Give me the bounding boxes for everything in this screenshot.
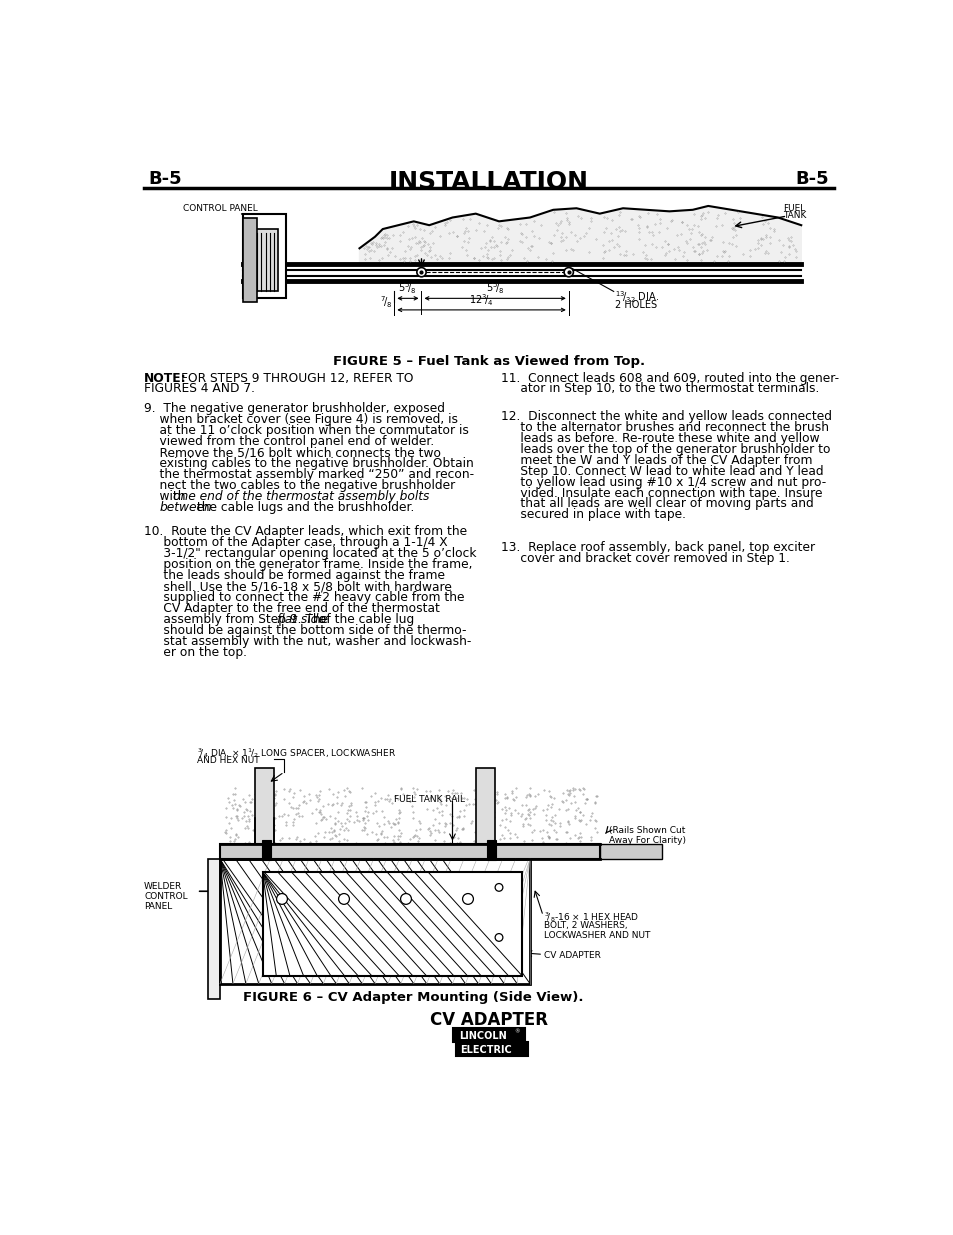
Circle shape bbox=[416, 268, 426, 277]
Bar bbox=[262, 872, 521, 976]
Text: er on the top.: er on the top. bbox=[144, 646, 247, 658]
Text: to the alternator brushes and reconnect the brush: to the alternator brushes and reconnect … bbox=[500, 421, 828, 433]
Text: CV ADAPTER: CV ADAPTER bbox=[430, 1010, 547, 1029]
Text: with: with bbox=[144, 490, 190, 503]
Text: FUEL TANK RAIL: FUEL TANK RAIL bbox=[394, 795, 465, 804]
Text: $^7\!/_8$: $^7\!/_8$ bbox=[380, 294, 393, 310]
Text: B-5: B-5 bbox=[149, 169, 182, 188]
Text: at the 11 o’clock position when the commutator is: at the 11 o’clock position when the comm… bbox=[144, 424, 469, 437]
Bar bbox=[254, 228, 278, 290]
Text: $12^3\!/_4$: $12^3\!/_4$ bbox=[468, 291, 493, 308]
Text: 11.  Connect leads 608 and 609, routed into the gener-: 11. Connect leads 608 and 609, routed in… bbox=[500, 372, 838, 384]
Text: (Rails Shown Cut: (Rails Shown Cut bbox=[608, 826, 684, 835]
Bar bbox=[254, 768, 274, 845]
Text: 10.  Route the CV Adapter leads, which exit from the: 10. Route the CV Adapter leads, which ex… bbox=[144, 526, 467, 538]
Text: between: between bbox=[159, 500, 213, 514]
Bar bbox=[476, 768, 495, 845]
Text: leads as before. Re-route these white and yellow: leads as before. Re-route these white an… bbox=[500, 432, 819, 445]
Bar bbox=[208, 858, 220, 999]
Text: flat side: flat side bbox=[276, 613, 325, 626]
Text: WELDER: WELDER bbox=[144, 882, 182, 890]
Text: existing cables to the negative brushholder. Obtain: existing cables to the negative brushhol… bbox=[144, 457, 474, 471]
Circle shape bbox=[338, 894, 349, 904]
Text: LINCOLN: LINCOLN bbox=[458, 1031, 506, 1041]
Text: secured in place with tape.: secured in place with tape. bbox=[500, 509, 685, 521]
Text: vided. Insulate each connection with tape. Insure: vided. Insulate each connection with tap… bbox=[500, 487, 821, 499]
Text: 2 HOLES: 2 HOLES bbox=[615, 300, 657, 310]
Bar bbox=[486, 841, 496, 861]
Bar bbox=[261, 841, 271, 861]
Text: ator in Step 10, to the two thermostat terminals.: ator in Step 10, to the two thermostat t… bbox=[500, 383, 818, 395]
Text: 13.  Replace roof assembly, back panel, top exciter: 13. Replace roof assembly, back panel, t… bbox=[500, 541, 814, 555]
Circle shape bbox=[495, 934, 502, 941]
Text: PANEL: PANEL bbox=[144, 902, 172, 911]
Text: FOR STEPS 9 THROUGH 12, REFER TO: FOR STEPS 9 THROUGH 12, REFER TO bbox=[181, 372, 414, 384]
Text: Away For Clarity): Away For Clarity) bbox=[608, 836, 685, 845]
Text: viewed from the control panel end of welder.: viewed from the control panel end of wel… bbox=[144, 435, 434, 448]
Bar bbox=[220, 858, 530, 983]
Text: the cable lugs and the brushholder.: the cable lugs and the brushholder. bbox=[193, 500, 414, 514]
Text: stat assembly with the nut, washer and lockwash-: stat assembly with the nut, washer and l… bbox=[144, 635, 471, 648]
Text: 12.  Disconnect the white and yellow leads connected: 12. Disconnect the white and yellow lead… bbox=[500, 410, 831, 424]
Bar bbox=[453, 1029, 524, 1042]
Text: nect the two cables to the negative brushholder: nect the two cables to the negative brus… bbox=[144, 479, 455, 492]
Bar bbox=[243, 217, 257, 303]
Text: ®: ® bbox=[514, 1030, 519, 1035]
Text: when bracket cover (see Figure 4) is removed, is: when bracket cover (see Figure 4) is rem… bbox=[144, 414, 457, 426]
Text: AND HEX NUT: AND HEX NUT bbox=[196, 756, 259, 764]
Text: CONTROL: CONTROL bbox=[144, 892, 188, 902]
Bar bbox=[220, 844, 599, 858]
Text: that all leads are well clear of moving parts and: that all leads are well clear of moving … bbox=[500, 498, 813, 510]
Circle shape bbox=[276, 894, 287, 904]
Circle shape bbox=[563, 268, 573, 277]
Text: the leads should be formed against the frame: the leads should be formed against the f… bbox=[144, 569, 445, 582]
Circle shape bbox=[462, 894, 473, 904]
Text: $^3\!/_8$-16 $\times$ 1 HEX HEAD: $^3\!/_8$-16 $\times$ 1 HEX HEAD bbox=[543, 910, 639, 925]
Text: position on the generator frame. Inside the frame,: position on the generator frame. Inside … bbox=[144, 558, 472, 572]
Text: assembly from Step 9. The: assembly from Step 9. The bbox=[144, 613, 332, 626]
Text: shell. Use the 5/16-18 x 5/8 bolt with hardware: shell. Use the 5/16-18 x 5/8 bolt with h… bbox=[144, 580, 452, 593]
Bar bbox=[243, 214, 286, 299]
Bar bbox=[599, 844, 661, 858]
Polygon shape bbox=[359, 206, 801, 262]
Text: B-5: B-5 bbox=[795, 169, 828, 188]
Text: bottom of the Adapter case, through a 1-1/4 X: bottom of the Adapter case, through a 1-… bbox=[144, 536, 447, 550]
Text: cover and bracket cover removed in Step 1.: cover and bracket cover removed in Step … bbox=[500, 552, 788, 564]
Text: supplied to connect the #2 heavy cable from the: supplied to connect the #2 heavy cable f… bbox=[144, 592, 464, 604]
Text: leads over the top of the generator brushholder to: leads over the top of the generator brus… bbox=[500, 443, 829, 456]
Text: BOLT, 2 WASHERS,: BOLT, 2 WASHERS, bbox=[543, 920, 627, 930]
Text: FIGURE 5 – Fuel Tank as Viewed from Top.: FIGURE 5 – Fuel Tank as Viewed from Top. bbox=[333, 354, 644, 368]
Text: $5^5\!/_8$: $5^5\!/_8$ bbox=[397, 280, 416, 296]
Text: CV Adapter to the free end of the thermostat: CV Adapter to the free end of the thermo… bbox=[144, 601, 439, 615]
Text: should be against the bottom side of the thermo-: should be against the bottom side of the… bbox=[144, 624, 466, 637]
Text: FUEL: FUEL bbox=[781, 204, 804, 212]
Text: FIGURE 6 – CV Adapter Mounting (Side View).: FIGURE 6 – CV Adapter Mounting (Side Vie… bbox=[243, 992, 583, 1004]
Text: one end of the thermostat assembly bolts: one end of the thermostat assembly bolts bbox=[173, 490, 430, 503]
Circle shape bbox=[400, 894, 411, 904]
Text: CONTROL PANEL: CONTROL PANEL bbox=[183, 204, 257, 212]
Text: the thermostat assembly marked “250” and recon-: the thermostat assembly marked “250” and… bbox=[144, 468, 474, 480]
Text: to yellow lead using #10 x 1/4 screw and nut pro-: to yellow lead using #10 x 1/4 screw and… bbox=[500, 475, 825, 489]
Text: TANK: TANK bbox=[781, 211, 805, 220]
Text: FIGURES 4 AND 7.: FIGURES 4 AND 7. bbox=[144, 383, 254, 395]
Text: LOCKWASHER AND NUT: LOCKWASHER AND NUT bbox=[543, 930, 650, 940]
Text: $5^5\!/_8$: $5^5\!/_8$ bbox=[485, 280, 504, 296]
Text: of the cable lug: of the cable lug bbox=[314, 613, 414, 626]
Text: CV ADAPTER: CV ADAPTER bbox=[543, 951, 600, 961]
Bar bbox=[456, 1042, 527, 1056]
Text: 9.  The negative generator brushholder, exposed: 9. The negative generator brushholder, e… bbox=[144, 403, 445, 415]
Text: Remove the 5/16 bolt which connects the two: Remove the 5/16 bolt which connects the … bbox=[144, 446, 440, 459]
Circle shape bbox=[495, 883, 502, 892]
Text: meet the W and Y leads of the CV Adapter from: meet the W and Y leads of the CV Adapter… bbox=[500, 453, 811, 467]
Text: ELECTRIC: ELECTRIC bbox=[459, 1045, 511, 1055]
Text: NOTE:: NOTE: bbox=[144, 372, 187, 384]
Text: $^3\!/_4$ DIA. $\times$ 1$^1\!/_2$ LONG SPACER, LOCKWASHER: $^3\!/_4$ DIA. $\times$ 1$^1\!/_2$ LONG … bbox=[196, 746, 395, 761]
Text: Step 10. Connect W lead to white lead and Y lead: Step 10. Connect W lead to white lead an… bbox=[500, 464, 822, 478]
Text: INSTALLATION: INSTALLATION bbox=[389, 169, 588, 194]
Text: $^{13}\!/_{32}$ DIA.: $^{13}\!/_{32}$ DIA. bbox=[615, 289, 659, 305]
Text: 3-1/2" rectangular opening located at the 5 o’clock: 3-1/2" rectangular opening located at th… bbox=[144, 547, 476, 561]
